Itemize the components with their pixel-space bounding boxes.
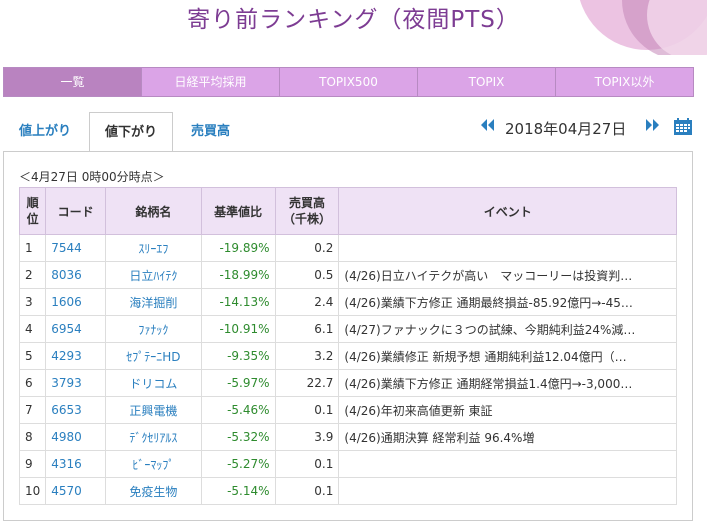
stock-name-link[interactable]: 日立ﾊｲﾃｸ [105,261,202,289]
table-row: 5 4293 ｾﾌﾟﾃｰﾆHD -9.35% 3.2 (4/26)業績修正 新規… [18,342,677,370]
rank-cell: 3 [18,288,47,316]
volume-cell: 3.9 [274,423,340,451]
code-link[interactable]: 4293 [45,342,107,370]
next-date-icon[interactable] [644,118,660,136]
stock-name-link[interactable]: ドリコム [105,369,202,397]
code-link[interactable]: 7544 [45,234,107,262]
col-rank: 順位 [18,187,47,235]
event-link[interactable]: (4/26)業績修正 新規予想 通期純利益12.04億円（… [338,342,677,370]
event-link[interactable]: (4/26)業績下方修正 通期最終損益-85.92億円→-45… [338,288,677,316]
stock-name-link[interactable]: 海洋掘削 [105,288,202,316]
change-cell: -5.14% [200,477,276,505]
table-row: 7 6653 正興電機 -5.46% 0.1 (4/26)年初来高値更新 東証 [18,396,677,424]
code-link[interactable]: 4570 [45,477,107,505]
current-date: 2018年04月27日 [505,120,627,138]
volume-cell: 0.1 [274,450,340,478]
rank-cell: 8 [18,423,47,451]
table-row: 6 3793 ドリコム -5.97% 22.7 (4/26)業績下方修正 通期経… [18,369,677,397]
event-link[interactable]: (4/26)年初来高値更新 東証 [338,396,677,424]
code-link[interactable]: 1606 [45,288,107,316]
table-row: 8 4980 ﾃﾞｸｾﾘｱﾙｽ -5.32% 3.9 (4/26)通期決算 経常… [18,423,677,451]
table-header-row: 順位 コード 銘柄名 基準値比 売買高（千株） イベント [18,187,677,235]
table-row: 4 6954 ﾌｧﾅｯｸ -10.91% 6.1 (4/27)ファナックに３つの… [18,315,677,343]
code-link[interactable]: 8036 [45,261,107,289]
col-event: イベント [338,187,677,235]
volume-cell: 0.1 [274,396,340,424]
rank-cell: 10 [18,477,47,505]
table-row: 10 4570 免疫生物 -5.14% 0.1 [18,477,677,505]
table-row: 9 4316 ﾋﾞｰﾏｯﾌﾟ -5.27% 0.1 [18,450,677,478]
stock-name-link[interactable]: ｽﾘｰｴﾌ [105,234,202,262]
volume-cell: 22.7 [274,369,340,397]
code-link[interactable]: 6954 [45,315,107,343]
subtab-gainers[interactable]: 値上がり [19,124,72,139]
stock-name-link[interactable]: ﾌｧﾅｯｸ [105,315,202,343]
volume-cell: 0.2 [274,234,340,262]
stock-name-link[interactable]: 正興電機 [105,396,202,424]
tab-all[interactable]: 一覧 [3,67,142,97]
prev-date-icon[interactable] [480,118,496,136]
change-cell: -14.13% [200,288,276,316]
index-filter-tabs: 一覧 日経平均採用 TOPIX500 TOPIX TOPIX以外 [3,67,694,97]
stock-name-link[interactable]: 免疫生物 [105,477,202,505]
event-link[interactable]: (4/27)ファナックに３つの試練、今期純利益24%減… [338,315,677,343]
change-cell: -18.99% [200,261,276,289]
ranking-table: 順位 コード 銘柄名 基準値比 売買高（千株） イベント 1 7544 ｽﾘｰｴ… [18,187,677,505]
header-decoration [547,0,707,55]
rank-cell: 2 [18,261,47,289]
event-cell [338,450,677,478]
rank-cell: 5 [18,342,47,370]
change-cell: -5.97% [200,369,276,397]
event-link[interactable]: (4/26)業績下方修正 通期経常損益1.4億円→-3,000… [338,369,677,397]
rank-cell: 1 [18,234,47,262]
volume-cell: 6.1 [274,315,340,343]
change-cell: -5.46% [200,396,276,424]
event-cell [338,477,677,505]
volume-cell: 0.5 [274,261,340,289]
code-link[interactable]: 4980 [45,423,107,451]
table-row: 1 7544 ｽﾘｰｴﾌ -19.89% 0.2 [18,234,677,262]
calendar-icon[interactable] [674,118,692,135]
subtab-volume[interactable]: 売買高 [191,124,231,139]
col-code: コード [45,187,107,235]
event-link[interactable]: (4/26)日立ハイテクが高い マッコーリーは投資判… [338,261,677,289]
table-row: 2 8036 日立ﾊｲﾃｸ -18.99% 0.5 (4/26)日立ハイテクが高… [18,261,677,289]
stock-name-link[interactable]: ｾﾌﾟﾃｰﾆHD [105,342,202,370]
rank-cell: 9 [18,450,47,478]
as-of-time: ＜4月27日 0時00分時点＞ [19,170,165,184]
stock-name-link[interactable]: ﾋﾞｰﾏｯﾌﾟ [105,450,202,478]
event-cell [338,234,677,262]
code-link[interactable]: 4316 [45,450,107,478]
event-link[interactable]: (4/26)通期決算 経常利益 96.4%増 [338,423,677,451]
change-cell: -5.27% [200,450,276,478]
ranking-type-tabs: 値上がり 値下がり 売買高 [0,112,707,152]
change-cell: -19.89% [200,234,276,262]
col-volume: 売買高（千株） [274,187,340,235]
volume-cell: 3.2 [274,342,340,370]
tab-non-topix[interactable]: TOPIX以外 [555,67,694,97]
code-link[interactable]: 3793 [45,369,107,397]
change-cell: -10.91% [200,315,276,343]
volume-cell: 2.4 [274,288,340,316]
change-cell: -5.32% [200,423,276,451]
code-link[interactable]: 6653 [45,396,107,424]
rank-cell: 6 [18,369,47,397]
tab-topix500[interactable]: TOPIX500 [279,67,418,97]
col-change: 基準値比 [200,187,276,235]
tab-topix[interactable]: TOPIX [417,67,556,97]
table-row: 3 1606 海洋掘削 -14.13% 2.4 (4/26)業績下方修正 通期最… [18,288,677,316]
rank-cell: 7 [18,396,47,424]
rank-cell: 4 [18,315,47,343]
col-name: 銘柄名 [105,187,202,235]
volume-cell: 0.1 [274,477,340,505]
change-cell: -9.35% [200,342,276,370]
stock-name-link[interactable]: ﾃﾞｸｾﾘｱﾙｽ [105,423,202,451]
tab-nikkei225[interactable]: 日経平均採用 [141,67,280,97]
subtab-losers[interactable]: 値下がり [89,112,173,152]
page-title: 寄り前ランキング（夜間PTS） [187,7,520,33]
